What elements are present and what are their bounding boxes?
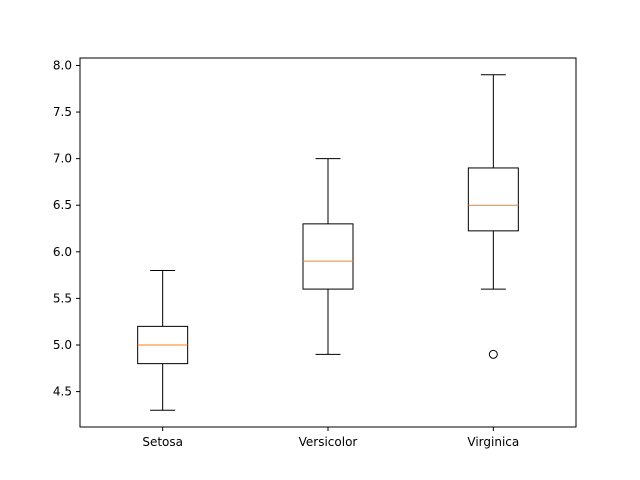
box-virginica bbox=[467, 74, 519, 359]
iqr-box bbox=[302, 223, 354, 290]
y-tick-label: 5.5 bbox=[53, 291, 72, 305]
boxes bbox=[137, 74, 519, 411]
x-tick-label: Versicolor bbox=[299, 435, 358, 449]
box-setosa bbox=[137, 269, 189, 411]
y-tick-label: 6.0 bbox=[53, 245, 72, 259]
iqr-box bbox=[467, 167, 519, 232]
plot-area bbox=[79, 57, 577, 428]
y-tick-label: 6.5 bbox=[53, 198, 72, 212]
outlier-point bbox=[488, 349, 498, 359]
x-tick-label: Setosa bbox=[142, 435, 183, 449]
box-versicolor bbox=[302, 158, 354, 355]
y-tick-label: 7.0 bbox=[53, 152, 72, 166]
y-tick-label: 8.0 bbox=[53, 58, 72, 72]
y-tick-label: 5.0 bbox=[53, 338, 72, 352]
y-tick-label: 4.5 bbox=[53, 385, 72, 399]
x-tick-label: Virginica bbox=[467, 435, 519, 449]
x-axis: Setosa Versicolor Virginica bbox=[142, 427, 519, 449]
y-tick-label: 7.5 bbox=[53, 105, 72, 119]
y-axis: 4.5 5.0 5.5 6.0 6.5 7.0 7.5 8.0 bbox=[53, 58, 80, 399]
